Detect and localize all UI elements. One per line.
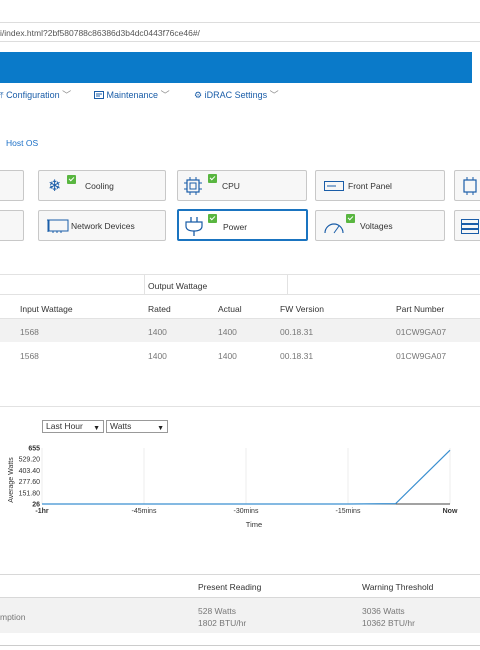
cell-fw-version: 00.18.31 xyxy=(280,327,314,337)
snowflake-icon: ❄ xyxy=(48,178,62,195)
nav-idrac-settings[interactable]: ⚙ iDRAC Settings ﹀ xyxy=(194,88,279,101)
cell-actual: 1400 xyxy=(218,351,237,361)
row-label: mption xyxy=(0,612,26,622)
cell-fw-version: 00.18.31 xyxy=(280,351,314,361)
table-row[interactable]: 1568 1400 1400 00.18.31 01CW9GA07 xyxy=(0,319,480,342)
chevron-down-icon: ﹀ xyxy=(269,90,279,100)
y-tick-label: 151.80 xyxy=(19,490,41,497)
status-ok-icon xyxy=(67,175,76,184)
nav-configuration-label: Configuration xyxy=(6,90,60,100)
col-part-number: Part Number xyxy=(396,304,445,314)
breadcrumb-host-os[interactable]: Host OS xyxy=(6,138,39,148)
x-tick-label: -30mins xyxy=(234,508,259,515)
col-warning-threshold: Warning Threshold xyxy=(362,582,434,592)
present-btu: 1802 BTU/hr xyxy=(198,618,247,628)
cell-input-wattage: 1568 xyxy=(20,327,39,337)
main-nav: ⤒ Configuration ﹀ Maintenance ﹀ ⚙ iDRAC … xyxy=(0,86,480,102)
settings-gear-icon: ⚙ xyxy=(194,90,203,100)
cell-rated: 1400 xyxy=(148,351,167,361)
chevron-down-icon: ▼ xyxy=(157,425,164,432)
status-ok-icon xyxy=(208,174,217,183)
header-banner xyxy=(0,52,472,83)
tile-network-devices[interactable]: Network Devices xyxy=(38,210,166,241)
chevron-down-icon: ▼ xyxy=(93,425,100,432)
tile-partial-right-2[interactable] xyxy=(454,210,480,241)
tile-voltages[interactable]: Voltages xyxy=(315,210,445,241)
tile-front-panel[interactable]: Front Panel xyxy=(315,170,445,201)
gauge-icon xyxy=(324,223,344,234)
cell-input-wattage: 1568 xyxy=(20,351,39,361)
y-axis-label: Average Watts xyxy=(8,457,15,503)
status-ok-icon xyxy=(208,214,217,223)
tile-partial-left-2[interactable] xyxy=(0,210,24,241)
time-range-select[interactable]: Last Hour ▼ xyxy=(42,420,104,433)
tile-cpu[interactable]: CPU xyxy=(177,170,307,201)
cell-actual: 1400 xyxy=(218,327,237,337)
x-tick-label: -15mins xyxy=(336,508,361,515)
tile-power-label: Power xyxy=(223,222,248,232)
storage-icon xyxy=(461,219,479,234)
nav-maintenance-label: Maintenance xyxy=(106,90,159,100)
tile-cpu-label: CPU xyxy=(222,181,240,191)
chevron-down-icon: ﹀ xyxy=(62,90,72,100)
output-wattage-group-header: Output Wattage xyxy=(148,281,208,291)
tile-cooling[interactable]: ❄ Cooling xyxy=(38,170,166,201)
tile-partial-left-1[interactable] xyxy=(0,170,24,201)
front-panel-icon xyxy=(324,181,344,191)
col-fw-version: FW Version xyxy=(280,304,324,314)
y-tick-label: 277.60 xyxy=(19,479,41,486)
time-range-value: Last Hour xyxy=(46,421,83,431)
cpu-icon xyxy=(184,177,202,195)
address-bar[interactable]: i/index.html?2bf580788c86386d3b4dc0443f7… xyxy=(0,22,480,42)
x-tick-label: -45mins xyxy=(132,508,157,515)
cell-part-number: 01CW9GA07 xyxy=(396,351,447,361)
nav-maintenance[interactable]: Maintenance ﹀ xyxy=(94,88,170,101)
warning-btu: 10362 BTU/hr xyxy=(362,618,415,628)
maintenance-icon xyxy=(94,91,104,99)
status-ok-icon xyxy=(346,214,355,223)
tile-partial-right-1[interactable] xyxy=(454,170,480,201)
warning-watts: 3036 Watts xyxy=(362,606,405,616)
y-tick-label: 26 xyxy=(32,502,40,509)
memory-icon xyxy=(463,177,477,195)
power-history-chart: 26 151.80 277.60 403.40 529.20 655 -1hr -45min… xyxy=(8,446,458,530)
series-line xyxy=(42,449,451,505)
col-actual: Actual xyxy=(218,304,242,314)
tile-voltages-label: Voltages xyxy=(360,221,393,231)
x-tick-label: Now xyxy=(443,508,458,515)
x-tick-label: -1hr xyxy=(35,508,49,515)
configuration-icon: ⤒ xyxy=(0,91,4,100)
col-rated: Rated xyxy=(148,304,171,314)
y-tick-label: 403.40 xyxy=(19,468,41,475)
tile-cooling-label: Cooling xyxy=(85,181,114,191)
tile-power[interactable]: Power xyxy=(177,209,308,241)
unit-select[interactable]: Watts ▼ xyxy=(106,420,168,433)
power-plug-icon xyxy=(185,217,203,236)
address-bar-url: i/index.html?2bf580788c86386d3b4dc0443f7… xyxy=(0,28,200,38)
y-tick-label: 529.20 xyxy=(19,457,41,464)
chevron-down-icon: ﹀ xyxy=(160,90,170,100)
cell-part-number: 01CW9GA07 xyxy=(396,327,447,337)
network-card-icon xyxy=(47,219,69,233)
y-tick-label: 655 xyxy=(28,446,40,453)
nav-idrac-settings-label: iDRAC Settings xyxy=(204,90,268,100)
cell-rated: 1400 xyxy=(148,327,167,337)
x-axis-label: Time xyxy=(246,520,262,529)
tile-front-panel-label: Front Panel xyxy=(348,181,392,191)
table-row[interactable]: 1568 1400 1400 00.18.31 01CW9GA07 xyxy=(0,342,480,365)
table-row[interactable]: mption 528 Watts 1802 BTU/hr 3036 Watts … xyxy=(0,598,480,633)
present-watts: 528 Watts xyxy=(198,606,236,616)
tile-network-devices-label: Network Devices xyxy=(71,221,135,231)
nav-configuration[interactable]: ⤒ Configuration ﹀ xyxy=(0,88,71,101)
col-input-wattage: Input Wattage xyxy=(20,304,73,314)
col-present-reading: Present Reading xyxy=(198,582,262,592)
unit-value: Watts xyxy=(110,421,132,431)
